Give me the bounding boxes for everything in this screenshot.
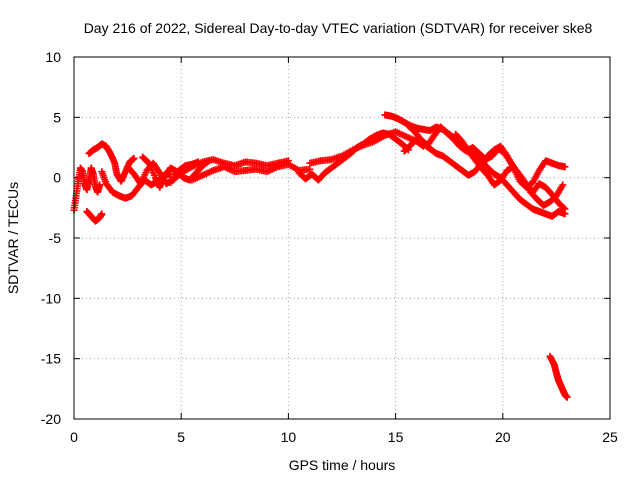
y-tick-label: -10 <box>41 290 61 306</box>
grid-lines <box>74 57 610 419</box>
data-point <box>96 181 104 189</box>
data-point <box>559 181 567 189</box>
y-tick-label: 5 <box>53 109 61 125</box>
axis-ticks: 0 5 10 15 20 25 -20 -15 -10 -5 0 5 10 <box>41 49 618 445</box>
x-tick-label: 10 <box>281 429 297 445</box>
y-axis-label: SDTVAR / TECUs <box>5 182 21 294</box>
data-point <box>561 163 569 171</box>
plot-frame <box>73 56 611 420</box>
x-tick-label: 25 <box>602 429 618 445</box>
x-tick-label: 5 <box>177 429 185 445</box>
y-tick-label: -5 <box>49 230 62 246</box>
chart-title: Day 216 of 2022, Sidereal Day-to-day VTE… <box>84 20 593 36</box>
data-point <box>561 205 569 213</box>
data-point <box>130 154 138 162</box>
data-point <box>560 204 568 212</box>
data-point <box>563 393 571 401</box>
y-tick-label: -15 <box>41 351 61 367</box>
y-tick-label: 0 <box>53 170 61 186</box>
x-axis-label: GPS time / hours <box>289 457 396 473</box>
x-tick-label: 15 <box>388 429 404 445</box>
x-tick-label: 0 <box>70 429 78 445</box>
data-point <box>98 210 106 218</box>
y-tick-label: -20 <box>41 411 61 427</box>
y-tick-label: 10 <box>45 49 61 65</box>
data-point <box>306 165 314 173</box>
data-points <box>70 111 571 401</box>
x-tick-label: 20 <box>495 429 511 445</box>
